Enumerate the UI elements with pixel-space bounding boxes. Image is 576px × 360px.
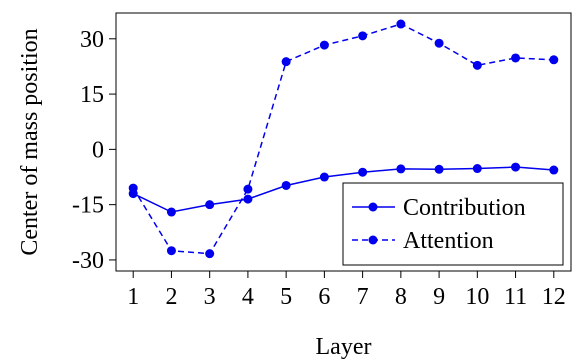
x-tick-label: 4 xyxy=(242,284,254,310)
data-point-contribution xyxy=(243,194,253,204)
x-tick-label: 8 xyxy=(395,284,407,310)
data-point-attention xyxy=(205,249,215,259)
x-tick-label: 11 xyxy=(504,284,527,310)
data-point-contribution xyxy=(358,167,368,177)
data-point-contribution xyxy=(319,172,329,182)
y-tick-label: 30 xyxy=(80,27,104,53)
plot-frame xyxy=(115,12,572,272)
legend-label-attention: Attention xyxy=(403,228,494,254)
data-point-attention xyxy=(396,19,406,29)
data-point-attention xyxy=(549,55,559,65)
y-tick-label: -30 xyxy=(72,248,104,274)
y-tick-label: 0 xyxy=(92,137,104,163)
data-point-attention xyxy=(319,40,329,50)
legend: Contribution Attention xyxy=(342,182,564,266)
x-tick-label: 5 xyxy=(280,284,292,310)
data-point-attention xyxy=(281,57,291,67)
series-line-contribution xyxy=(132,166,554,213)
data-point-contribution xyxy=(281,180,291,190)
data-point-contribution xyxy=(472,164,482,174)
legend-box xyxy=(342,182,564,266)
x-tick-label: 2 xyxy=(165,284,177,310)
legend-marker-contribution xyxy=(368,202,378,212)
x-tick-label: 7 xyxy=(357,284,369,310)
legend-label-contribution: Contribution xyxy=(403,195,526,221)
y-tick-label: 15 xyxy=(80,82,104,108)
series-layer xyxy=(128,19,559,259)
x-tick-label: 10 xyxy=(465,284,489,310)
legend-marker-attention xyxy=(368,235,378,245)
x-tick-label: 1 xyxy=(127,284,139,310)
x-tick-label: 3 xyxy=(204,284,216,310)
data-point-attention xyxy=(472,60,482,70)
data-point-contribution xyxy=(434,164,444,174)
data-point-attention xyxy=(511,53,521,63)
data-point-contribution xyxy=(396,164,406,174)
data-point-contribution xyxy=(549,165,559,175)
y-tick-label: -15 xyxy=(72,193,104,219)
series-line-attention xyxy=(132,23,554,255)
data-point-attention xyxy=(243,184,253,194)
x-tick-label: 12 xyxy=(542,284,566,310)
x-tick-label: 6 xyxy=(318,284,330,310)
data-point-attention xyxy=(166,246,176,256)
x-tick-label: 9 xyxy=(433,284,445,310)
data-point-attention xyxy=(128,183,138,193)
data-point-contribution xyxy=(511,162,521,172)
data-point-attention xyxy=(358,31,368,41)
x-axis-label: Layer xyxy=(316,334,372,360)
data-point-contribution xyxy=(205,200,215,210)
data-point-contribution xyxy=(166,207,176,217)
data-point-attention xyxy=(434,38,444,48)
y-axis-label: Center of mass position xyxy=(17,28,43,255)
